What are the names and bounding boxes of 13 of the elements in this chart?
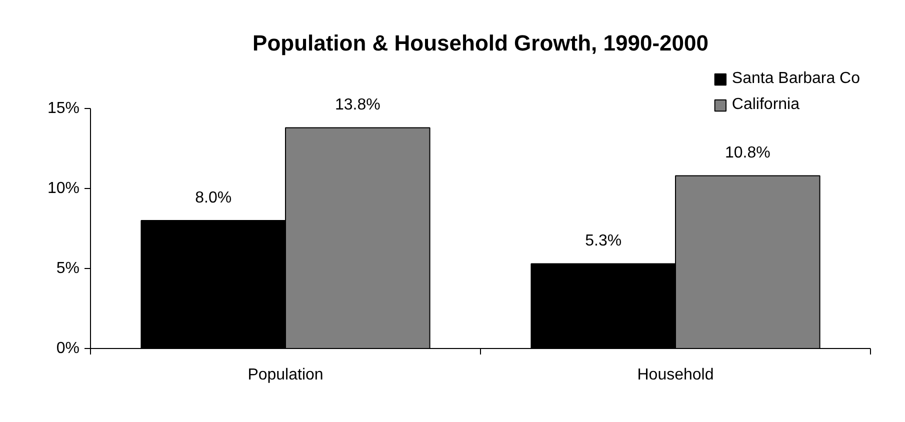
text: 5.3% bbox=[585, 232, 622, 250]
legend-label: Santa Barbara Co bbox=[732, 70, 860, 88]
chart-title: Population & Household Growth, 1990-2000 bbox=[252, 30, 708, 56]
text: 10.8% bbox=[724, 144, 770, 162]
x-tick-label: Household bbox=[637, 366, 714, 384]
y-tick-label: 10% bbox=[47, 180, 80, 197]
y-tick-label: 15% bbox=[47, 100, 80, 117]
y-tick-label: 5% bbox=[56, 260, 80, 277]
x-tick-label: Population bbox=[248, 366, 324, 384]
text: 8.0% bbox=[195, 190, 232, 206]
text: 13.8% bbox=[334, 96, 380, 114]
legend-label: California bbox=[732, 96, 800, 114]
y-tick-label: 0% bbox=[56, 340, 80, 357]
